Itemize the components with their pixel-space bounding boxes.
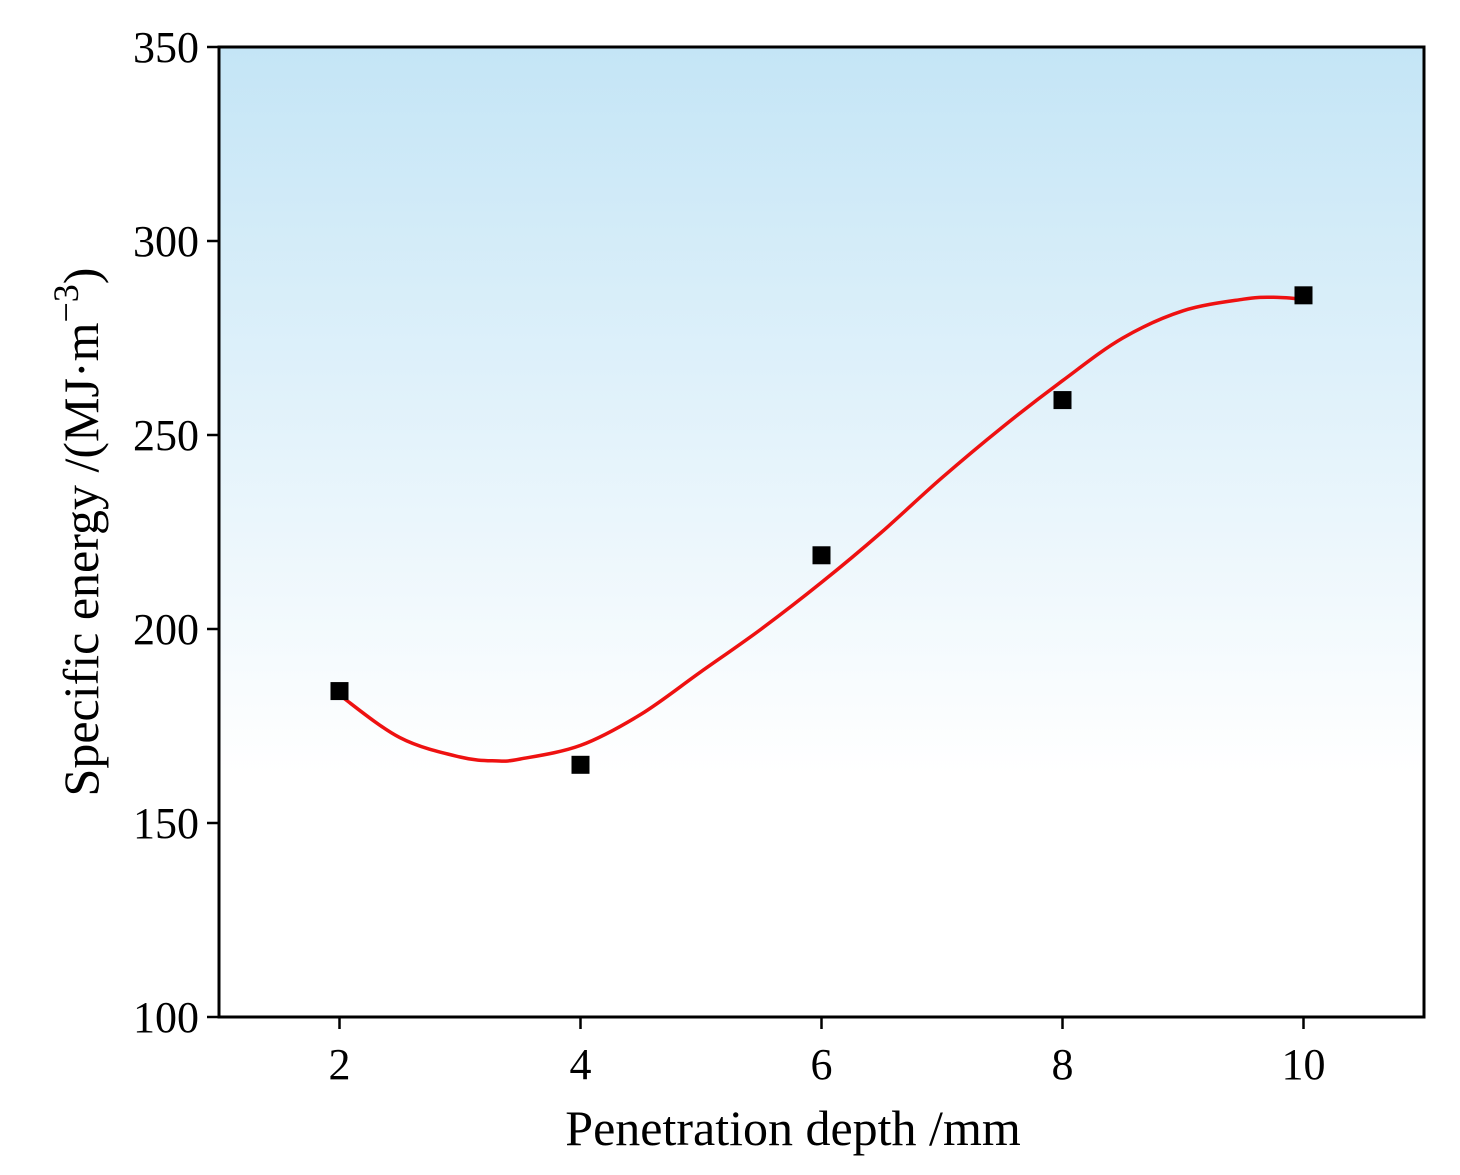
data-point	[1294, 286, 1313, 305]
y-axis-title-close: )	[53, 268, 109, 285]
x-tick-label: 10	[1282, 1040, 1326, 1089]
fit-curve	[337, 295, 1306, 763]
data-point	[812, 546, 831, 565]
data-point	[571, 755, 590, 774]
y-tick-label: 150	[133, 799, 199, 848]
tick-labels: 2 4 6 8 10 100 150 200 250 300 350	[133, 23, 1326, 1089]
y-tick-label: 250	[133, 411, 199, 460]
axis-ticks	[207, 45, 1305, 1029]
plot-frame	[217, 45, 1426, 1019]
plot-background	[219, 47, 1424, 1017]
y-tick-label: 350	[133, 23, 199, 72]
y-axis-title-main: Specific energy /(MJ·m	[53, 322, 109, 796]
x-tick-label: 2	[329, 1040, 351, 1089]
y-tick-label: 300	[133, 217, 199, 266]
fit-curve-group	[337, 295, 1306, 763]
y-tick-label: 200	[133, 605, 199, 654]
y-tick-label: 100	[133, 993, 199, 1042]
x-tick-label: 8	[1052, 1040, 1074, 1089]
data-points	[330, 286, 1313, 774]
data-point	[1053, 391, 1072, 410]
y-axis-title-superscript: −3	[46, 284, 86, 322]
x-axis-title: Penetration depth /mm	[565, 1100, 1021, 1156]
y-axis-title: Specific energy /(MJ·m−3)	[46, 268, 109, 797]
data-point	[330, 682, 349, 701]
x-tick-label: 4	[570, 1040, 592, 1089]
x-tick-label: 6	[811, 1040, 833, 1089]
